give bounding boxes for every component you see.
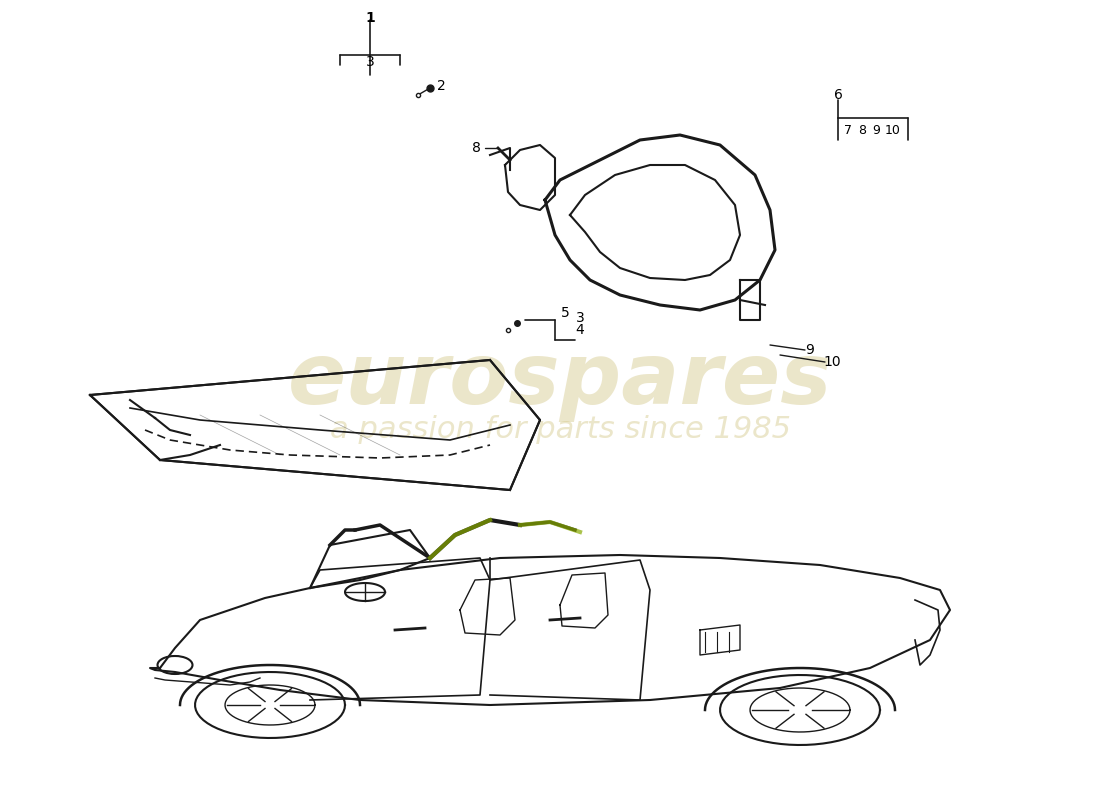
Text: 9: 9	[805, 343, 814, 357]
Text: 10: 10	[886, 123, 901, 137]
Text: 4: 4	[575, 323, 584, 337]
Text: 7: 7	[844, 123, 852, 137]
Text: 10: 10	[823, 355, 840, 369]
Text: 3: 3	[575, 311, 584, 325]
Text: 8: 8	[858, 123, 866, 137]
Text: 1: 1	[365, 11, 375, 25]
Text: 5: 5	[561, 306, 570, 320]
Text: eurospares: eurospares	[288, 338, 833, 422]
Text: 2: 2	[437, 79, 446, 93]
Text: 9: 9	[872, 123, 880, 137]
Text: a passion for parts since 1985: a passion for parts since 1985	[330, 415, 791, 445]
Text: 6: 6	[834, 88, 843, 102]
Text: 3: 3	[365, 55, 374, 69]
Text: 8: 8	[472, 141, 481, 155]
